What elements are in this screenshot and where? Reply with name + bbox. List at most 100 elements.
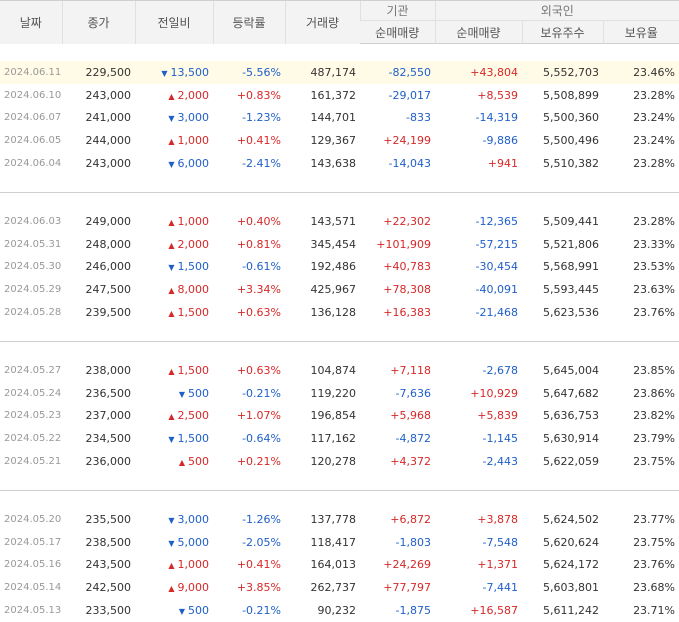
cell-foreign-ratio: 23.76% <box>633 558 676 572</box>
cell-rate: -5.56% <box>213 61 285 84</box>
cell-close: 242,500 <box>85 581 132 595</box>
cell-rate: -2.05% <box>242 535 281 549</box>
cell-foreign-holdings: 5,636,753 <box>543 409 599 423</box>
table-row: 2024.05.23 237,000 ▲ 2,500 +1.07% 196,854 +5,9… <box>0 405 679 428</box>
diff-value: 2,000 <box>177 237 210 251</box>
cell-close: 237,000 <box>85 409 132 423</box>
cell-rate: -0.61% <box>242 260 281 274</box>
cell-rate: +0.21% <box>236 455 281 469</box>
diff-value: 1,000 <box>177 214 210 228</box>
table-row: 2024.05.17 238,500 ▼ 5,000 -2.05% 118,417 -1,8… <box>0 531 679 554</box>
cell-rate: +3.85% <box>236 581 281 595</box>
cell-volume: 143,638 <box>310 157 357 171</box>
cell-foreign-net: +1,371 <box>477 558 518 572</box>
table-row: 2024.05.29 247,500 ▲ 8,000 +3.34% 425,967 +78,… <box>0 278 679 301</box>
header-close: 종가 <box>61 0 135 44</box>
table-row: 2024.05.31 248,000 ▲ 2,000 +0.81% 345,454 +101… <box>0 233 679 256</box>
cell-inst-net: -4,872 <box>395 432 431 446</box>
cell-volume: 164,013 <box>310 558 357 572</box>
cell-close: 234,500 <box>85 432 132 446</box>
cell-volume: 136,128 <box>310 306 357 320</box>
triangle-down-icon: ▼ <box>168 515 175 525</box>
diff-value: 2,500 <box>177 409 210 423</box>
cell-date: 2024.05.14 <box>4 582 62 594</box>
cell-volume: 144,701 <box>310 111 357 125</box>
cell-diff: ▲ 2,000 <box>135 84 213 107</box>
cell-volume: 129,367 <box>310 134 357 148</box>
cell-foreign-net: -14,319 <box>475 111 518 125</box>
table-row: 2024.06.10 243,000 ▲ 2,000 +0.83% 161,372 -29,… <box>0 84 679 107</box>
diff-value: 1,000 <box>177 134 210 148</box>
cell-foreign-ratio: 23.77% <box>633 512 676 526</box>
cell-inst-net: +6,872 <box>390 512 431 526</box>
cell-rate: +0.41% <box>236 134 281 148</box>
cell-inst-net: -1,803 <box>395 535 431 549</box>
cell-foreign-ratio: 23.68% <box>633 581 676 595</box>
cell-date: 2024.06.05 <box>4 135 62 147</box>
cell-foreign-ratio: 23.33% <box>633 237 676 251</box>
diff-value: 500 <box>188 386 209 400</box>
cell-diff: ▲ 1,500 <box>135 301 213 324</box>
table-row: 2024.06.07 241,000 ▼ 3,000 -1.23% 144,701 -833… <box>0 107 679 130</box>
cell-foreign-net: +43,804 <box>435 61 522 84</box>
cell-foreign-holdings: 5,630,914 <box>543 432 599 446</box>
cell-foreign-holdings: 5,509,441 <box>543 214 599 228</box>
cell-inst-net: +24,199 <box>383 134 431 148</box>
cell-date: 2024.06.04 <box>4 158 62 170</box>
triangle-down-icon: ▼ <box>178 389 185 399</box>
cell-inst-net: +16,383 <box>383 306 431 320</box>
cell-close: 241,000 <box>85 111 132 125</box>
cell-foreign-ratio: 23.79% <box>633 432 676 446</box>
cell-foreign-ratio: 23.75% <box>633 535 676 549</box>
cell-diff: ▼ 1,500 <box>135 427 213 450</box>
row-spacer <box>0 324 679 342</box>
cell-date: 2024.05.17 <box>4 536 62 548</box>
cell-close: 249,000 <box>85 214 132 228</box>
diff-value: 1,500 <box>177 306 210 320</box>
cell-diff: ▼ 6,000 <box>135 152 213 175</box>
header-institution: 기관 <box>359 0 435 21</box>
cell-foreign-holdings: 5,620,624 <box>543 535 599 549</box>
cell-rate: -0.64% <box>242 432 281 446</box>
cell-date: 2024.05.30 <box>4 261 62 273</box>
cell-inst-net: -29,017 <box>388 88 431 102</box>
diff-value: 1,500 <box>177 432 210 446</box>
diff-value: 13,500 <box>170 65 210 79</box>
row-spacer <box>0 191 679 210</box>
row-spacer <box>0 175 679 193</box>
cell-volume: 196,854 <box>310 409 357 423</box>
cell-foreign-ratio: 23.82% <box>633 409 676 423</box>
triangle-up-icon: ▲ <box>168 91 175 101</box>
cell-rate: +0.83% <box>236 88 281 102</box>
cell-foreign-net: -2,443 <box>482 455 518 469</box>
cell-rate: +0.40% <box>236 214 281 228</box>
cell-inst-net: -1,875 <box>395 604 431 618</box>
cell-foreign-ratio: 23.86% <box>633 386 676 400</box>
triangle-down-icon: ▼ <box>161 68 168 78</box>
cell-foreign-holdings: 5,624,502 <box>543 512 599 526</box>
cell-date: 2024.05.31 <box>4 238 62 250</box>
diff-value: 3,000 <box>177 512 210 526</box>
cell-foreign-net: -7,548 <box>482 535 518 549</box>
cell-foreign-net: -30,454 <box>475 260 518 274</box>
header-foreign: 외국인 <box>434 0 679 21</box>
cell-foreign-net: -2,678 <box>482 363 518 377</box>
cell-foreign-net: -1,145 <box>482 432 518 446</box>
diff-value: 1,000 <box>177 558 210 572</box>
cell-foreign-ratio: 23.71% <box>633 604 676 618</box>
cell-foreign-holdings: 5,603,801 <box>543 581 599 595</box>
cell-date: 2024.05.27 <box>4 364 62 376</box>
cell-date: 2024.05.13 <box>4 605 62 617</box>
diff-value: 2,000 <box>177 88 210 102</box>
cell-volume: 120,278 <box>310 455 357 469</box>
cell-inst-net: +22,302 <box>383 214 431 228</box>
triangle-down-icon: ▼ <box>168 435 175 445</box>
cell-diff: ▲ 1,500 <box>135 359 213 382</box>
cell-volume: 345,454 <box>310 237 357 251</box>
cell-close: 229,500 <box>62 61 135 84</box>
table-row: 2024.05.14 242,500 ▲ 9,000 +3.85% 262,737 +77,… <box>0 576 679 599</box>
cell-close: 246,000 <box>85 260 132 274</box>
table-row: 2024.06.11 229,500 ▼ 13,500 -5.56% 487,174 -82… <box>0 61 679 84</box>
cell-diff: ▼ 3,000 <box>135 508 213 531</box>
